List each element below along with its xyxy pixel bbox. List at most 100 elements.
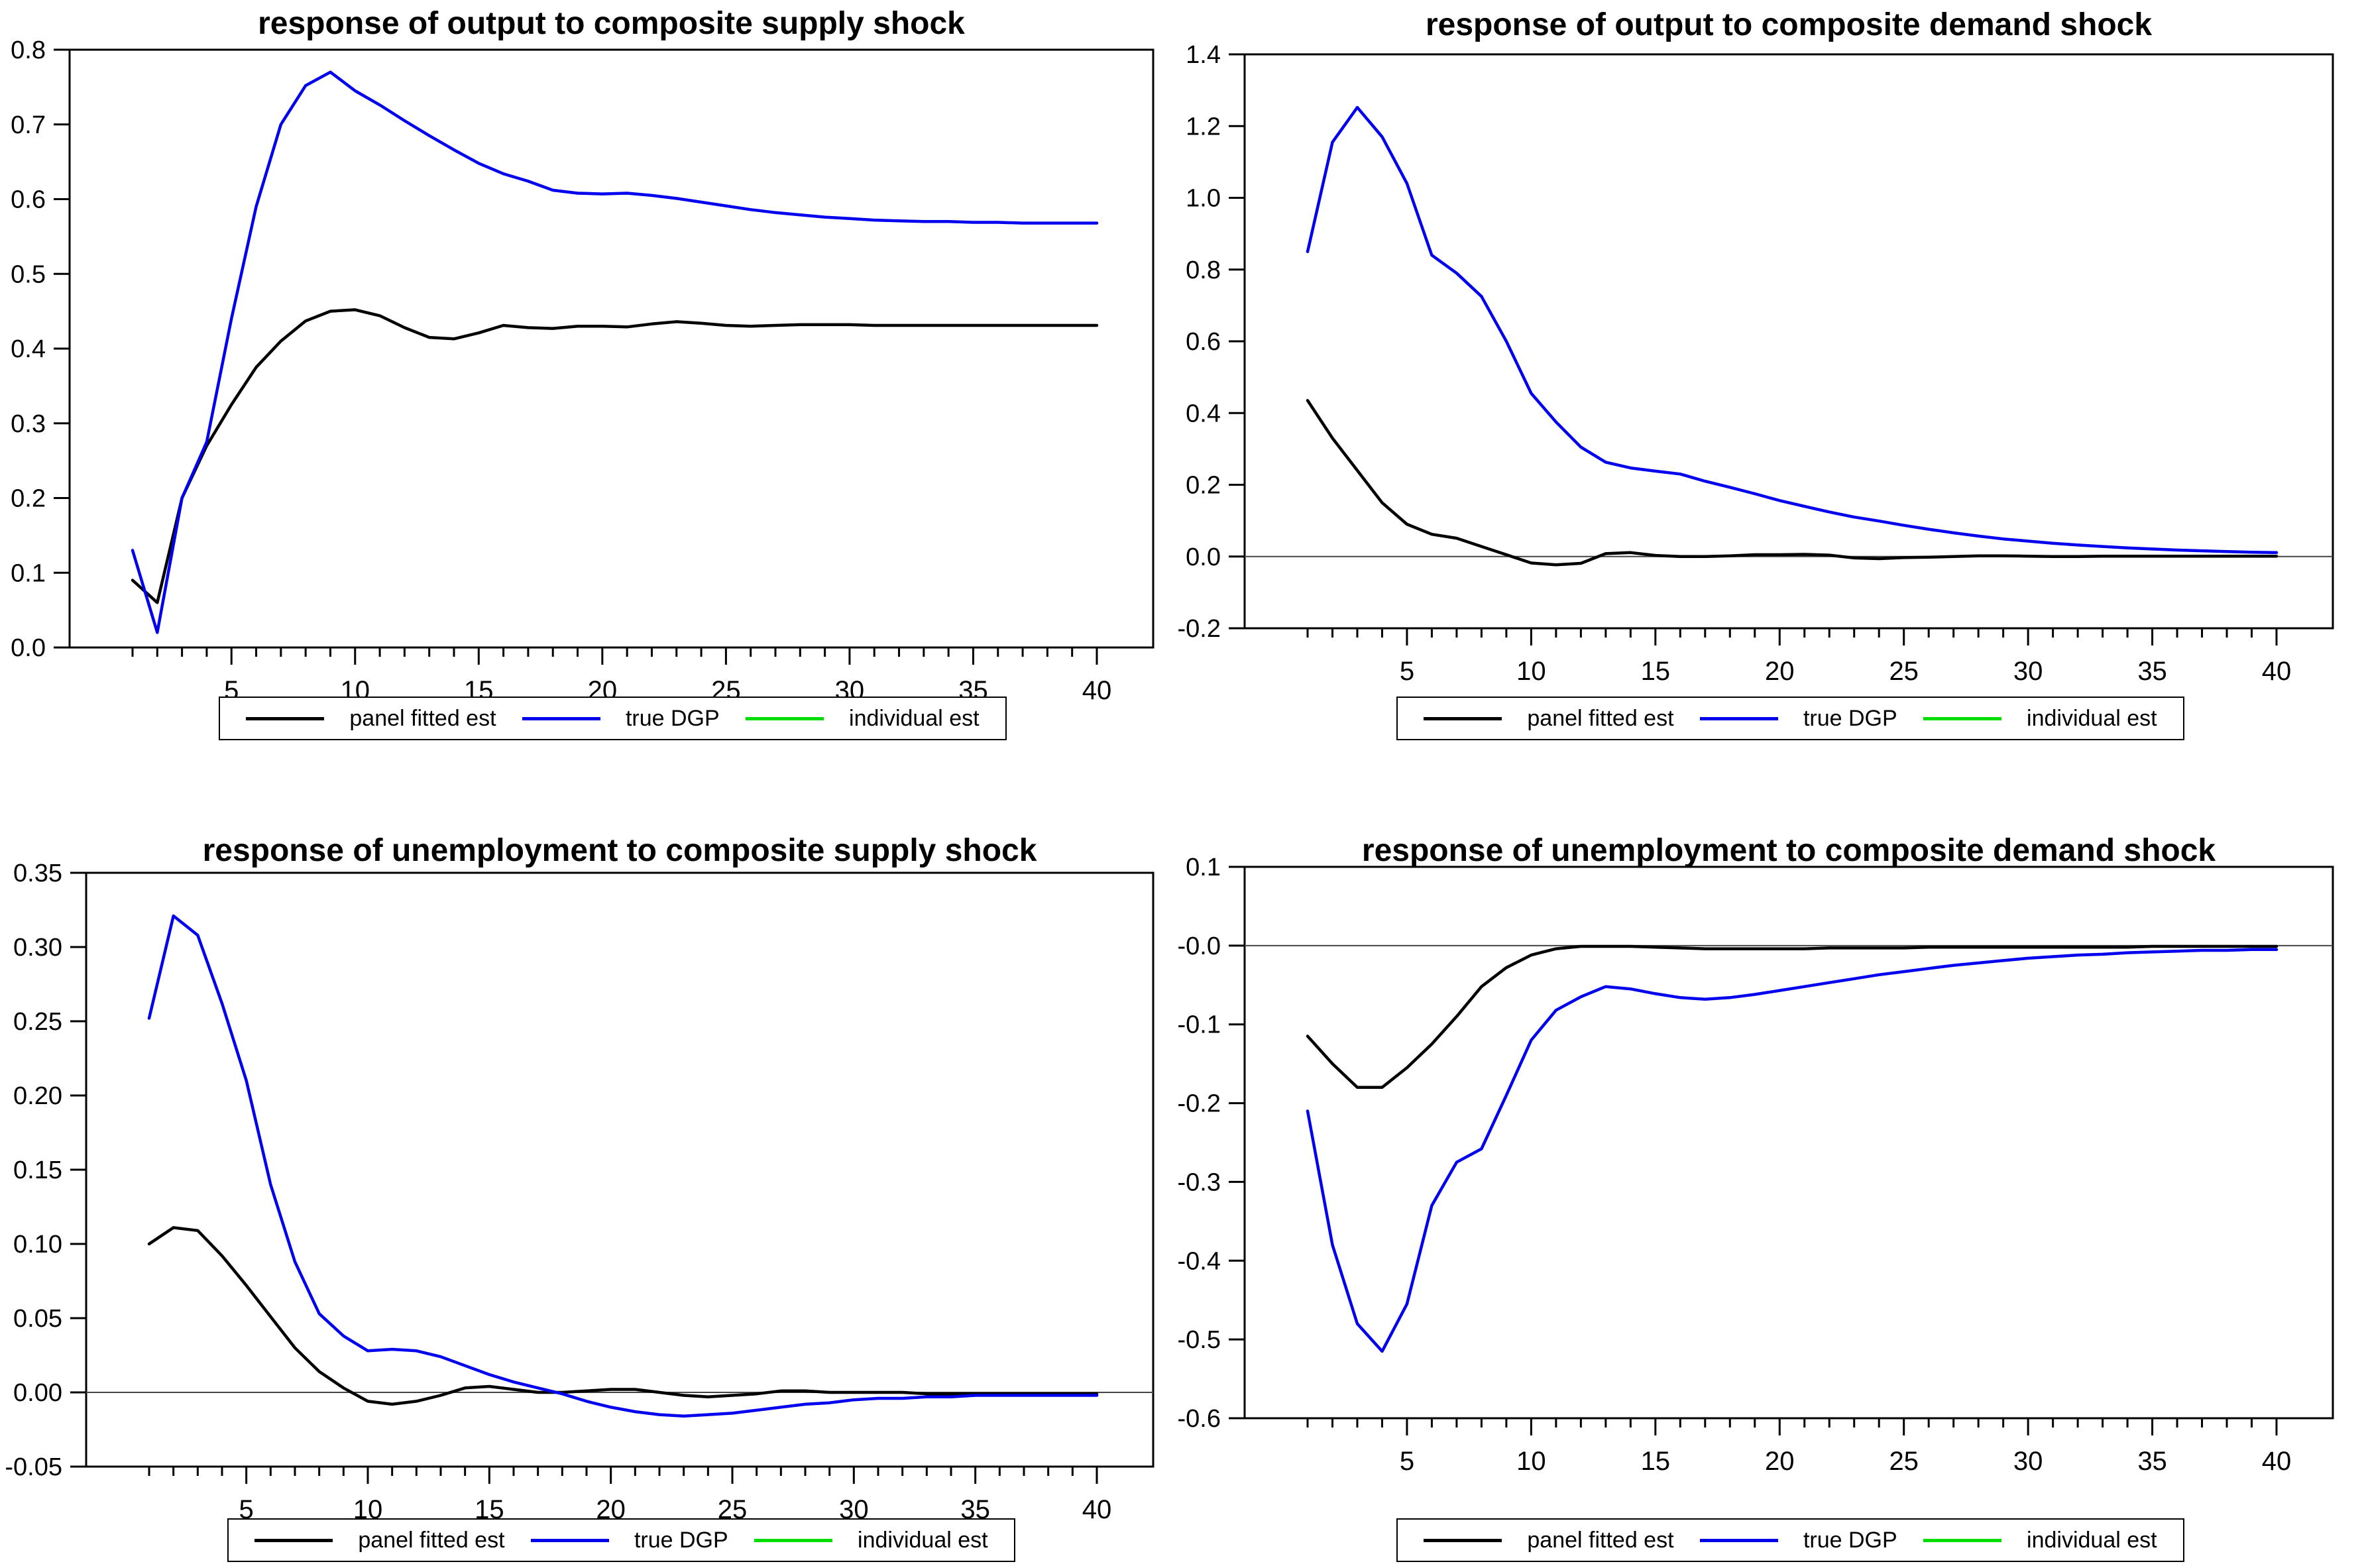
legend-item-panel-fitted: panel fitted est [1424, 706, 1674, 732]
y-tick-label: -0.2 [1178, 615, 1221, 643]
legend-label: individual est [858, 1527, 988, 1553]
y-tick-label: 0.8 [11, 36, 46, 64]
legend-box: panel fitted est true DGP individual est [219, 697, 1007, 740]
chart-title-output-supply: response of output to composite supply s… [258, 6, 965, 41]
panel-fitted-line-swatch [246, 716, 325, 720]
x-tick-label: 5 [239, 1495, 254, 1524]
y-tick-label: -0.6 [1178, 1405, 1221, 1433]
legend-item-individual-est: individual est [754, 1528, 988, 1553]
panel-fitted-line-swatch [254, 1538, 333, 1542]
x-tick-label: 5 [1400, 657, 1414, 686]
chart-title-unemp-demand: response of unemployment to composite de… [1361, 833, 2216, 868]
y-tick-label: -0.05 [5, 1453, 62, 1481]
true-dgp-line-swatch [530, 1538, 609, 1542]
x-tick-label: 10 [1516, 1447, 1546, 1476]
plot-frame [1243, 866, 2334, 1420]
legend-box: panel fitted est true DGP individual est [1396, 697, 2184, 740]
plot-frame [68, 48, 1154, 649]
y-tick-label: -0.4 [1178, 1247, 1221, 1275]
series-line-true-DGP [1306, 105, 2279, 555]
legend-item-true-dgp: true DGP [522, 706, 720, 732]
individual-est-line-swatch [754, 1538, 833, 1542]
x-tick-label: 35 [2137, 657, 2167, 686]
y-tick-label: 0.2 [11, 485, 46, 513]
y-tick-label: 0.4 [1186, 400, 1221, 427]
y-tick-label: 0.15 [13, 1156, 62, 1184]
y-tick-label: 0.1 [1186, 854, 1221, 881]
x-tick-label: 15 [1641, 1447, 1671, 1476]
series-line-true-DGP [147, 914, 1099, 1418]
y-tick-label: 0.2 [1186, 472, 1221, 500]
legend-item-panel-fitted: panel fitted est [1424, 1527, 1674, 1553]
true-dgp-line-swatch [1699, 716, 1778, 720]
individual-est-line-swatch [1923, 716, 2002, 720]
y-tick-label: 0.3 [11, 410, 46, 438]
legend-label: true DGP [1803, 1527, 1897, 1553]
series-line-true-DGP [1306, 948, 2279, 1353]
y-tick-label: 1.4 [1186, 41, 1221, 69]
legend-box: panel fitted est true DGP individual est [1396, 1518, 2184, 1562]
legend-item-individual-est: individual est [746, 706, 980, 732]
y-tick-label: 0.8 [1186, 256, 1221, 284]
x-tick-label: 35 [2137, 1447, 2167, 1476]
chart-title-output-demand: response of output to composite demand s… [1425, 7, 2153, 42]
x-tick-label: 40 [2262, 1447, 2292, 1476]
series-line-panel-fitted-est [1306, 399, 2279, 567]
y-tick-label: 0.0 [1186, 543, 1221, 571]
legend-label: panel fitted est [1527, 1527, 1674, 1553]
legend-item-individual-est: individual est [1923, 1528, 2157, 1553]
panel-fitted-line-swatch [1424, 1538, 1502, 1542]
y-tick-label: 0.30 [13, 934, 62, 962]
true-dgp-line-swatch [522, 716, 600, 720]
x-tick-label: 20 [1765, 1447, 1795, 1476]
legend-item-panel-fitted: panel fitted est [246, 706, 496, 732]
y-tick-label: -0.2 [1178, 1090, 1221, 1118]
y-tick-label: -0.1 [1178, 1011, 1221, 1039]
legend-label: individual est [849, 705, 980, 731]
y-tick-label: 0.4 [11, 335, 46, 363]
legend-label: individual est [2027, 1527, 2157, 1553]
y-tick-label: 0.05 [13, 1305, 62, 1333]
y-tick-label: 0.5 [11, 260, 46, 288]
plot-frame [85, 871, 1154, 1468]
legend-label: individual est [2027, 705, 2157, 731]
x-tick-label: 40 [1082, 1495, 1112, 1524]
individual-est-line-swatch [746, 716, 824, 720]
legend-label: panel fitted est [358, 1527, 505, 1553]
y-tick-label: 0.1 [11, 559, 46, 587]
legend-item-true-dgp: true DGP [1699, 705, 1897, 732]
series-line-panel-fitted-est [131, 308, 1099, 604]
x-tick-label: 30 [2013, 657, 2043, 686]
x-tick-label: 25 [1889, 657, 1919, 686]
y-tick-label: 0.10 [13, 1231, 62, 1259]
series-line-panel-fitted-est [1306, 944, 2279, 1090]
x-tick-label: 20 [1765, 657, 1795, 686]
x-tick-label: 5 [1400, 1447, 1414, 1476]
y-tick-label: 0.25 [13, 1008, 62, 1036]
y-tick-label: 0.6 [1186, 328, 1221, 356]
y-tick-label: 0.35 [13, 860, 62, 887]
legend-item-individual-est: individual est [1923, 706, 2157, 732]
y-tick-label: -0.0 [1178, 932, 1221, 960]
x-tick-label: 25 [1889, 1447, 1919, 1476]
y-tick-label: -0.5 [1178, 1326, 1221, 1354]
legend-label: true DGP [634, 1527, 728, 1553]
y-tick-label: 0.20 [13, 1082, 62, 1110]
legend-box: panel fitted est true DGP individual est [227, 1518, 1015, 1562]
y-tick-label: -0.3 [1178, 1168, 1221, 1196]
legend-label: true DGP [625, 705, 720, 731]
x-tick-label: 30 [2013, 1447, 2043, 1476]
legend-item-true-dgp: true DGP [1699, 1527, 1897, 1553]
series-line-panel-fitted-est [147, 1226, 1099, 1406]
y-tick-label: 0.7 [11, 111, 46, 139]
legend-label: true DGP [1803, 705, 1897, 731]
legend-item-panel-fitted: panel fitted est [254, 1527, 505, 1553]
panel-fitted-line-swatch [1424, 716, 1502, 720]
individual-est-line-swatch [1923, 1538, 2002, 1542]
true-dgp-line-swatch [1699, 1538, 1778, 1542]
y-tick-label: 0.0 [11, 634, 46, 662]
y-tick-label: 1.2 [1186, 113, 1221, 140]
x-tick-label: 40 [1082, 676, 1112, 705]
